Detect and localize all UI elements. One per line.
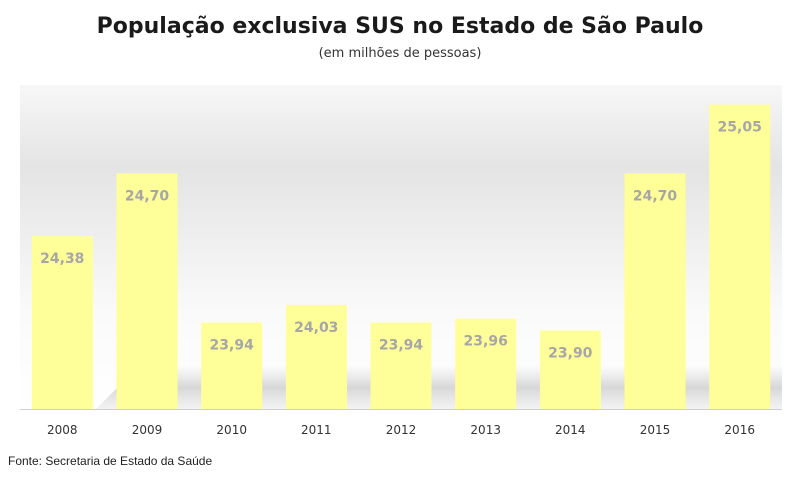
value-label-2016: 25,05 bbox=[718, 120, 762, 136]
bar-2015 bbox=[624, 173, 686, 409]
value-label-2008: 24,38 bbox=[40, 251, 84, 267]
bar-2009 bbox=[116, 173, 178, 409]
bar-2010 bbox=[201, 322, 263, 409]
value-label-2012: 23,94 bbox=[379, 338, 424, 354]
x-tick-label-2011: 2011 bbox=[301, 423, 332, 437]
bar-2011 bbox=[285, 304, 347, 409]
value-labels-group: 24,38 24,70 23,94 24,03 23,94 23,96 23,90 24,70… bbox=[40, 120, 762, 362]
chart-title: População exclusiva SUS no Estado de São… bbox=[96, 14, 704, 39]
bar-2008 bbox=[31, 236, 93, 409]
x-tick-label-2014: 2014 bbox=[555, 423, 586, 437]
x-tick-label-2013: 2013 bbox=[470, 423, 501, 437]
value-label-2013: 23,96 bbox=[464, 334, 508, 350]
bar-2012 bbox=[370, 322, 432, 409]
bar-2016 bbox=[709, 104, 771, 409]
bar-2013 bbox=[455, 318, 517, 409]
x-tick-label-2016: 2016 bbox=[724, 423, 755, 437]
bars-group bbox=[31, 104, 771, 409]
bar-2014 bbox=[539, 330, 601, 409]
plot-floor-shadow bbox=[95, 365, 782, 410]
value-label-2010: 23,94 bbox=[210, 338, 255, 354]
x-tick-label-2009: 2009 bbox=[132, 423, 163, 437]
value-label-2009: 24,70 bbox=[125, 188, 170, 204]
x-tick-label-2015: 2015 bbox=[640, 423, 671, 437]
x-tick-label-2012: 2012 bbox=[386, 423, 417, 437]
value-label-2015: 24,70 bbox=[633, 188, 678, 204]
x-tick-labels-group: 2008 2009 2010 2011 2012 2013 2014 2015 2016 bbox=[47, 423, 755, 437]
chart-subtitle: (em milhões de pessoas) bbox=[318, 46, 482, 61]
x-tick-label-2010: 2010 bbox=[216, 423, 247, 437]
x-tick-label-2008: 2008 bbox=[47, 423, 78, 437]
value-label-2014: 23,90 bbox=[548, 346, 593, 362]
value-label-2011: 24,03 bbox=[294, 320, 338, 336]
source-note: Fonte: Secretaria de Estado da Saúde bbox=[8, 454, 213, 468]
